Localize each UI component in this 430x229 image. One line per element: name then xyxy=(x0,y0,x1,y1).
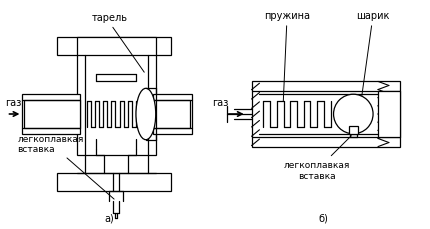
Text: газ: газ xyxy=(6,98,22,108)
Bar xyxy=(77,38,156,156)
Bar xyxy=(153,101,190,128)
Circle shape xyxy=(334,95,373,134)
Text: шарик: шарик xyxy=(356,11,390,98)
Text: б): б) xyxy=(319,213,329,223)
Bar xyxy=(25,101,80,128)
Bar xyxy=(378,92,400,137)
Bar xyxy=(57,174,171,191)
Bar xyxy=(22,95,80,134)
Bar xyxy=(252,82,400,147)
Text: легкоплавкая
вставка: легкоплавкая вставка xyxy=(18,134,114,199)
Text: легкоплавкая
вставка: легкоплавкая вставка xyxy=(283,136,351,180)
Ellipse shape xyxy=(136,89,156,140)
Bar xyxy=(57,38,171,55)
Text: а): а) xyxy=(104,213,114,223)
Text: тарель: тарель xyxy=(91,13,144,73)
Bar xyxy=(349,126,358,134)
Text: газ: газ xyxy=(212,98,228,108)
Bar xyxy=(153,95,192,134)
Text: пружина: пружина xyxy=(264,11,310,102)
